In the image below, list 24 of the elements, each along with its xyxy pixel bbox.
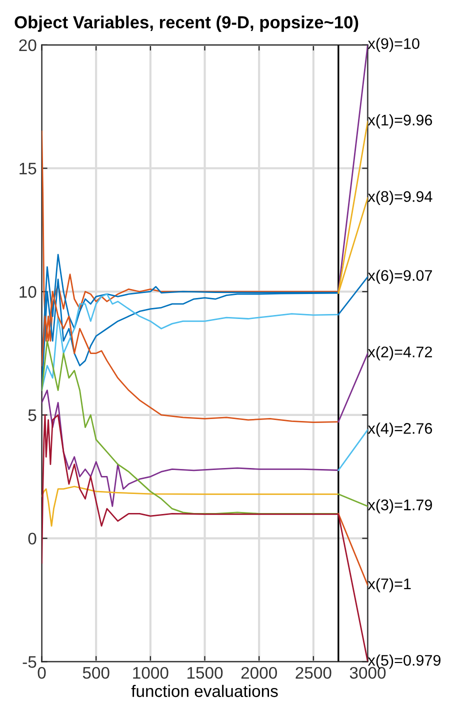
chart-title: Object Variables, recent (9-D, popsize~10) xyxy=(14,16,358,32)
x-tick-label: 2000 xyxy=(241,666,277,679)
x-tick-label: 500 xyxy=(82,666,110,679)
x-tick-label: 1500 xyxy=(187,666,223,679)
x-axis-title: function evaluations xyxy=(131,684,278,698)
y-tick-label: 15 xyxy=(20,162,36,174)
series-label: x(1)=9.96 xyxy=(368,114,432,129)
y-tick-label: -5 xyxy=(22,656,36,668)
series-label: x(3)=1.79 xyxy=(368,499,432,514)
x-tick-label: 2500 xyxy=(296,666,332,679)
x-tick-label: 3000 xyxy=(350,666,386,679)
x-tick-label: 1000 xyxy=(133,666,168,679)
series-label: x(5)=0.979 xyxy=(368,654,440,669)
y-tick-label: 0 xyxy=(28,532,36,545)
y-tick-label: 20 xyxy=(19,39,36,52)
series-label: x(4)=2.76 xyxy=(368,422,432,437)
x-tick-label: 0 xyxy=(38,666,46,679)
series-label: x(2)=4.72 xyxy=(368,346,432,360)
y-tick-label: 10 xyxy=(20,286,36,298)
series-label: x(8)=9.94 xyxy=(368,190,432,205)
series-label: x(7)=1 xyxy=(368,578,411,592)
series-label: x(6)=9.07 xyxy=(368,270,432,284)
y-tick-label: 5 xyxy=(28,410,36,422)
series-label: x(9)=10 xyxy=(368,38,420,52)
